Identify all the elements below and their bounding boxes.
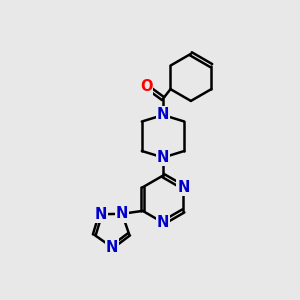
Text: N: N (157, 150, 169, 165)
Text: N: N (177, 180, 190, 195)
Text: N: N (157, 215, 169, 230)
Text: N: N (157, 107, 169, 122)
Text: N: N (94, 207, 107, 222)
Text: N: N (116, 206, 128, 221)
Text: N: N (106, 240, 118, 255)
Text: O: O (140, 79, 152, 94)
